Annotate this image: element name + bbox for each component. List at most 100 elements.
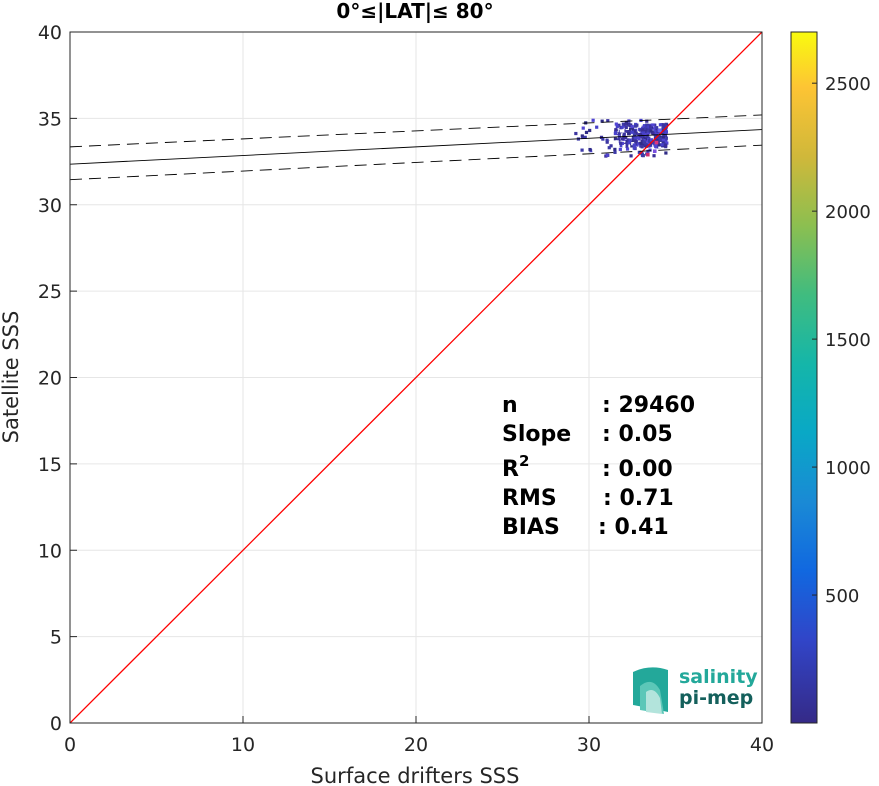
x-axis-label: Surface drifters SSS	[311, 764, 520, 786]
density-point	[633, 136, 638, 140]
density-point	[645, 119, 649, 123]
density-point	[620, 153, 624, 157]
density-point	[637, 150, 641, 154]
y-tick-label: 0	[50, 713, 62, 735]
density-point	[647, 136, 651, 140]
density-point	[629, 154, 633, 158]
density-point	[648, 148, 652, 152]
density-point	[653, 123, 658, 127]
density-point	[631, 135, 636, 140]
density-point	[652, 130, 657, 134]
density-point	[664, 143, 668, 147]
density-point	[627, 132, 631, 136]
density-point	[645, 123, 649, 127]
confidence-line	[70, 144, 762, 181]
density-point	[625, 139, 629, 144]
density-point	[660, 143, 664, 147]
density-point	[621, 122, 625, 126]
stat-label: BIAS	[502, 515, 560, 540]
stat-value: : 0.41	[598, 515, 669, 540]
density-point	[654, 142, 658, 147]
density-point	[632, 146, 636, 150]
density-point	[632, 143, 636, 147]
density-point	[620, 137, 624, 141]
density-point	[620, 125, 624, 129]
stat-value: : 0.00	[602, 457, 673, 482]
density-point	[644, 129, 648, 133]
y-tick-label: 5	[50, 627, 62, 649]
colorbar-tick-label: 1000	[825, 458, 871, 479]
density-point	[648, 125, 653, 129]
density-point	[613, 140, 617, 144]
density-point	[600, 119, 604, 123]
density-point	[645, 134, 649, 138]
density-point	[640, 139, 644, 143]
density-point	[642, 124, 647, 128]
density-point	[640, 128, 644, 132]
axis-ticks: 0 10 20 30 40 0 5 10 15 20 25 30 35 40	[38, 22, 774, 756]
density-point	[618, 147, 622, 152]
density-point	[642, 135, 646, 139]
density-point	[664, 151, 668, 155]
density-point	[588, 128, 592, 133]
density-point	[637, 137, 641, 141]
density-point	[655, 138, 659, 143]
density-point	[661, 138, 665, 142]
density-point	[591, 118, 595, 122]
density-point	[625, 141, 629, 146]
density-point	[624, 122, 628, 126]
stat-value: : 0.71	[603, 486, 674, 511]
density-point	[622, 134, 626, 138]
density-point	[650, 127, 654, 131]
confidence-line	[70, 114, 762, 148]
density-point	[610, 138, 614, 142]
y-tick-label: 15	[38, 454, 62, 476]
density-point	[648, 138, 652, 143]
stat-label: n	[502, 393, 518, 418]
y-tick-label: 20	[38, 368, 62, 390]
regression-line	[70, 129, 762, 165]
density-point	[642, 140, 646, 144]
density-point	[613, 150, 617, 154]
density-point	[663, 140, 667, 144]
density-point-high	[646, 152, 650, 157]
density-point	[649, 138, 654, 142]
density-point	[584, 130, 589, 135]
chart-title: 0°≤|LAT|≤ 80°	[336, 0, 493, 23]
density-point	[640, 135, 644, 139]
density-point	[662, 129, 666, 133]
density-point	[580, 134, 584, 138]
x-tick-label: 30	[577, 734, 601, 756]
density-point	[605, 138, 609, 142]
x-tick-label: 40	[750, 734, 774, 756]
density-point	[656, 122, 660, 127]
density-point	[580, 148, 584, 152]
x-tick-label: 20	[404, 734, 428, 756]
colorbar	[790, 31, 818, 724]
stat-label: RMS	[502, 486, 557, 511]
density-point	[652, 154, 656, 158]
density-point	[633, 129, 637, 133]
y-tick-label: 25	[38, 281, 62, 303]
density-point	[644, 144, 649, 148]
density-point	[654, 129, 658, 133]
density-point	[624, 125, 628, 130]
density-point	[645, 139, 649, 143]
density-point	[665, 123, 669, 127]
density-point	[620, 141, 624, 146]
density-point	[653, 126, 657, 131]
identity-line	[70, 32, 762, 723]
density-point	[619, 129, 624, 133]
y-axis-label: Satellite SSS	[0, 311, 23, 444]
density-point	[627, 123, 632, 127]
density-point	[619, 144, 623, 148]
density-point	[640, 145, 644, 149]
density-point	[583, 135, 587, 139]
fit-lines	[70, 32, 762, 723]
density-point	[634, 131, 638, 135]
density-point	[658, 137, 662, 141]
density-point	[613, 137, 618, 141]
y-tick-label: 10	[38, 540, 62, 562]
density-point	[661, 140, 665, 144]
density-point	[627, 127, 631, 132]
